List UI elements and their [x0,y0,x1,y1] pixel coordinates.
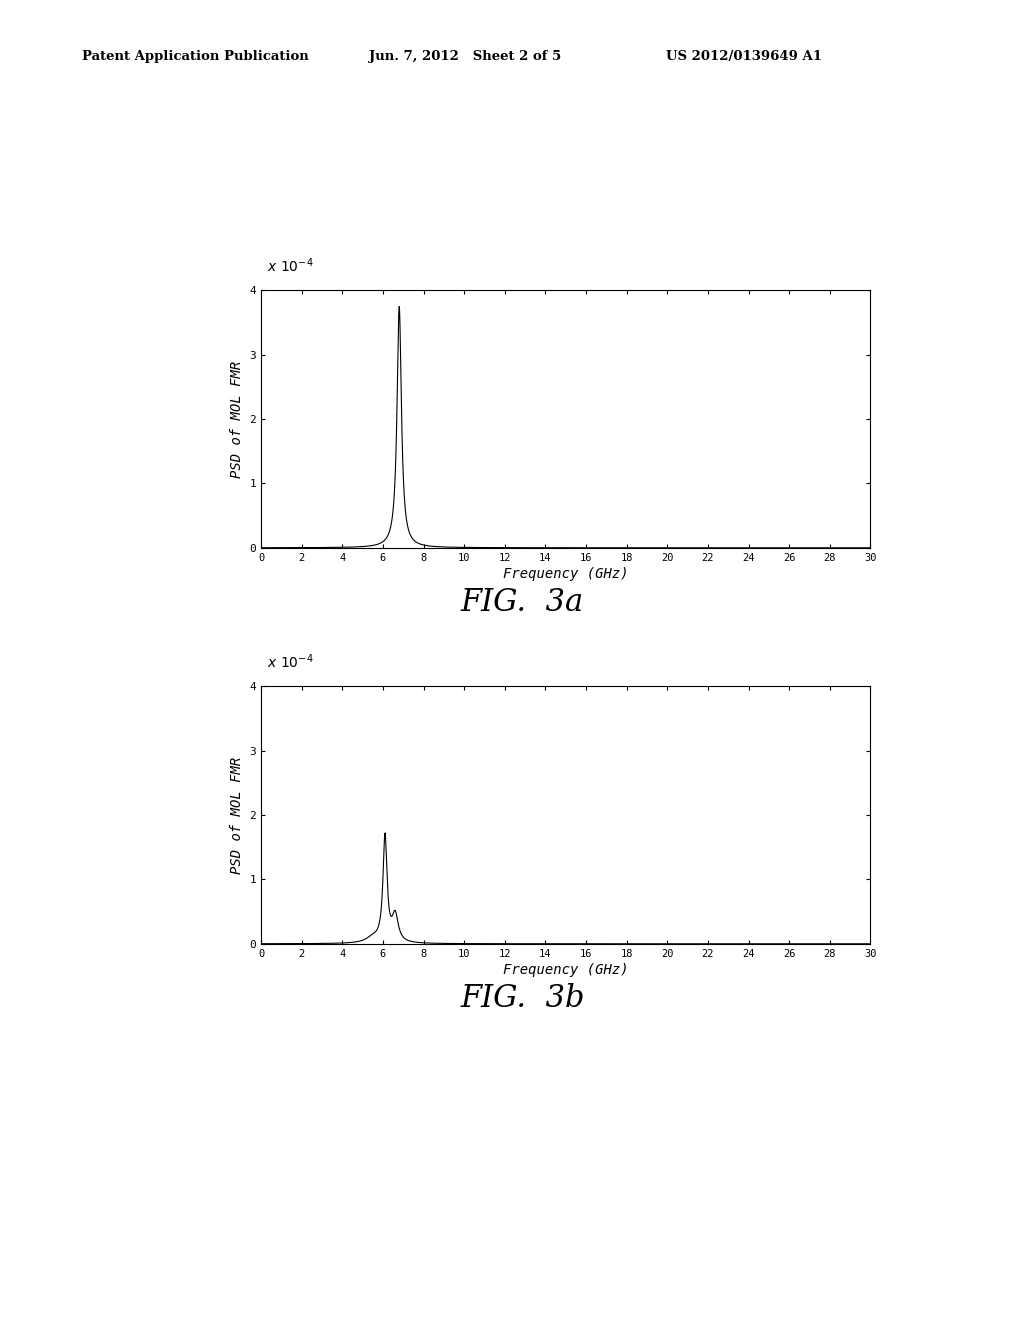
Y-axis label: PSD of MOL FMR: PSD of MOL FMR [230,360,244,478]
Y-axis label: PSD of MOL FMR: PSD of MOL FMR [230,756,244,874]
X-axis label: Frequency (GHz): Frequency (GHz) [503,566,629,581]
Text: FIG.  3a: FIG. 3a [461,587,584,618]
Text: Patent Application Publication: Patent Application Publication [82,50,308,63]
Text: $x\ 10^{-4}$: $x\ 10^{-4}$ [267,256,313,275]
Text: US 2012/0139649 A1: US 2012/0139649 A1 [666,50,821,63]
Text: $x\ 10^{-4}$: $x\ 10^{-4}$ [267,652,313,671]
Text: FIG.  3b: FIG. 3b [460,983,585,1014]
Text: Jun. 7, 2012   Sheet 2 of 5: Jun. 7, 2012 Sheet 2 of 5 [369,50,561,63]
X-axis label: Frequency (GHz): Frequency (GHz) [503,962,629,977]
